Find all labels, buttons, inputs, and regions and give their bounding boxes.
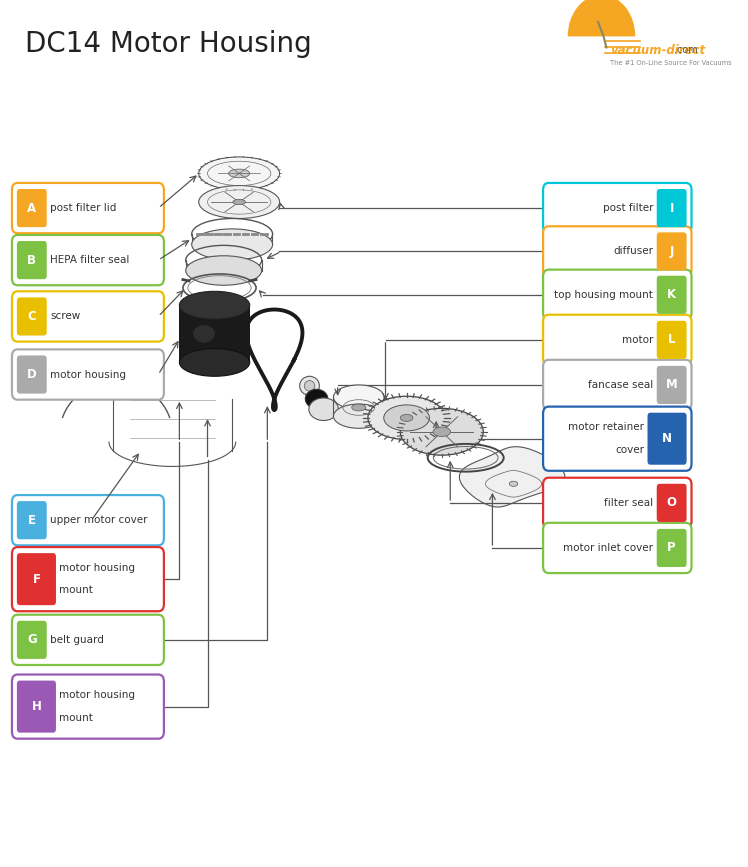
FancyBboxPatch shape	[648, 413, 687, 465]
FancyBboxPatch shape	[657, 366, 687, 404]
Text: fancase seal: fancase seal	[588, 380, 653, 390]
Ellipse shape	[199, 186, 280, 218]
FancyBboxPatch shape	[12, 615, 164, 665]
FancyBboxPatch shape	[657, 189, 687, 227]
Ellipse shape	[300, 376, 319, 395]
Text: post filter lid: post filter lid	[50, 203, 117, 213]
Text: motor housing: motor housing	[60, 563, 135, 573]
Text: mount: mount	[60, 713, 94, 723]
Text: J: J	[669, 245, 674, 257]
Ellipse shape	[309, 398, 338, 420]
Ellipse shape	[305, 389, 328, 408]
Polygon shape	[459, 447, 565, 507]
Text: .com: .com	[674, 45, 698, 55]
FancyBboxPatch shape	[17, 189, 46, 227]
Ellipse shape	[180, 349, 250, 376]
FancyBboxPatch shape	[17, 355, 46, 394]
FancyBboxPatch shape	[17, 241, 46, 279]
Ellipse shape	[229, 169, 250, 178]
FancyBboxPatch shape	[543, 315, 691, 365]
Text: O: O	[666, 497, 677, 509]
FancyBboxPatch shape	[12, 291, 164, 342]
Text: motor: motor	[622, 335, 653, 345]
Ellipse shape	[199, 157, 280, 190]
Ellipse shape	[400, 408, 483, 455]
FancyBboxPatch shape	[657, 529, 687, 567]
Ellipse shape	[509, 481, 518, 486]
Ellipse shape	[368, 396, 445, 440]
FancyBboxPatch shape	[657, 276, 687, 314]
Ellipse shape	[352, 404, 366, 411]
Ellipse shape	[180, 291, 250, 319]
Text: motor housing: motor housing	[60, 690, 135, 701]
FancyBboxPatch shape	[12, 675, 164, 739]
FancyBboxPatch shape	[12, 547, 164, 611]
FancyBboxPatch shape	[17, 621, 46, 659]
FancyBboxPatch shape	[17, 681, 56, 733]
Text: L: L	[668, 334, 675, 346]
FancyBboxPatch shape	[543, 183, 691, 233]
Text: D: D	[27, 368, 37, 381]
Ellipse shape	[191, 229, 272, 260]
FancyBboxPatch shape	[657, 484, 687, 522]
Text: P: P	[667, 542, 676, 554]
FancyBboxPatch shape	[12, 183, 164, 233]
Ellipse shape	[194, 325, 215, 342]
Ellipse shape	[384, 405, 429, 431]
Text: top housing mount: top housing mount	[554, 290, 653, 300]
Ellipse shape	[304, 381, 315, 391]
Text: upper motor cover: upper motor cover	[50, 515, 148, 525]
Text: vacuum-direct: vacuum-direct	[610, 44, 705, 56]
FancyBboxPatch shape	[12, 495, 164, 545]
FancyBboxPatch shape	[17, 501, 46, 539]
Text: F: F	[32, 573, 40, 585]
Text: mount: mount	[60, 585, 94, 596]
FancyBboxPatch shape	[543, 407, 691, 471]
FancyBboxPatch shape	[657, 321, 687, 359]
Text: diffuser: diffuser	[613, 246, 653, 257]
FancyBboxPatch shape	[543, 523, 691, 573]
Text: cover: cover	[615, 445, 644, 455]
Text: HEPA filter seal: HEPA filter seal	[50, 255, 129, 265]
FancyBboxPatch shape	[17, 297, 46, 336]
Text: G: G	[27, 634, 37, 646]
Text: motor retainer: motor retainer	[568, 422, 644, 433]
Ellipse shape	[334, 404, 384, 428]
Text: screw: screw	[50, 311, 81, 322]
Text: The #1 On-Line Source For Vacuums: The #1 On-Line Source For Vacuums	[610, 61, 732, 66]
Text: M: M	[666, 379, 678, 391]
Text: filter seal: filter seal	[604, 498, 653, 508]
Ellipse shape	[233, 199, 245, 205]
Text: motor housing: motor housing	[50, 369, 126, 380]
Ellipse shape	[400, 414, 413, 421]
Text: N: N	[662, 433, 672, 445]
Text: DC14 Motor Housing: DC14 Motor Housing	[25, 30, 311, 58]
Ellipse shape	[334, 385, 384, 409]
Text: belt guard: belt guard	[50, 635, 104, 645]
Text: B: B	[28, 254, 37, 266]
Text: E: E	[28, 514, 36, 526]
Wedge shape	[568, 0, 635, 36]
Text: C: C	[28, 310, 36, 323]
Text: K: K	[667, 289, 676, 301]
Bar	[180, 305, 250, 362]
Text: post filter: post filter	[603, 203, 653, 213]
Text: H: H	[31, 701, 41, 713]
Ellipse shape	[186, 256, 262, 285]
FancyBboxPatch shape	[543, 270, 691, 320]
FancyBboxPatch shape	[17, 553, 56, 605]
Text: I: I	[669, 202, 674, 214]
Text: A: A	[27, 202, 37, 214]
FancyBboxPatch shape	[543, 360, 691, 410]
FancyBboxPatch shape	[12, 235, 164, 285]
FancyBboxPatch shape	[543, 478, 691, 528]
Text: motor inlet cover: motor inlet cover	[563, 543, 653, 553]
FancyBboxPatch shape	[12, 349, 164, 400]
FancyBboxPatch shape	[543, 226, 691, 277]
Ellipse shape	[433, 427, 450, 437]
FancyBboxPatch shape	[657, 232, 687, 271]
